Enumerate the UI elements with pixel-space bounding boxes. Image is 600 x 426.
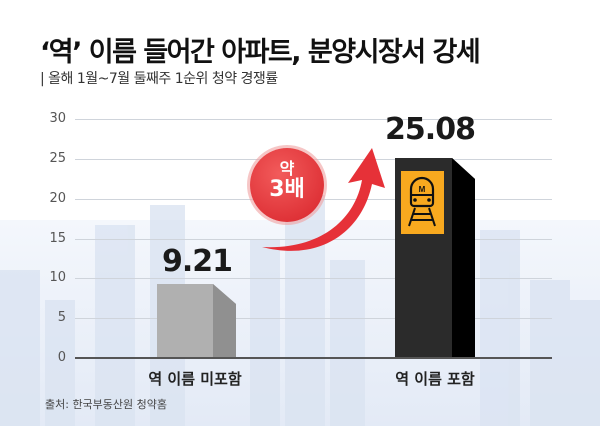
gridline [75,119,552,120]
x-category-label: 역 이름 미포함 [148,370,242,388]
bar-value-label: 25.08 [385,112,476,147]
x-axis-baseline [75,357,552,359]
x-category-label: 역 이름 포함 [395,370,475,388]
y-tick: 20 [49,191,66,206]
badge-line2: 3배 [269,177,305,202]
svg-text:M: M [419,185,426,194]
chart-subtitle: | 올해 1월~7월 둘째주 1순위 청약 경쟁률 [40,71,278,87]
source-note: 출처: 한국부동산원 청약홈 [45,398,168,411]
ratio-badge: 약 3배 [250,148,324,222]
gridline [75,278,552,279]
y-tick: 25 [49,151,66,166]
bar-value-label: 9.21 [161,244,233,279]
y-tick: 5 [57,310,66,325]
badge-line1: 약 [279,159,295,178]
y-tick: 30 [49,111,66,126]
gridline [75,318,552,319]
y-tick: 10 [49,270,66,285]
y-tick: 0 [57,350,66,365]
chart-title: ‘역’ 이름 들어간 아파트, 분양시장서 강세 [40,37,481,68]
y-tick: 15 [49,231,66,246]
